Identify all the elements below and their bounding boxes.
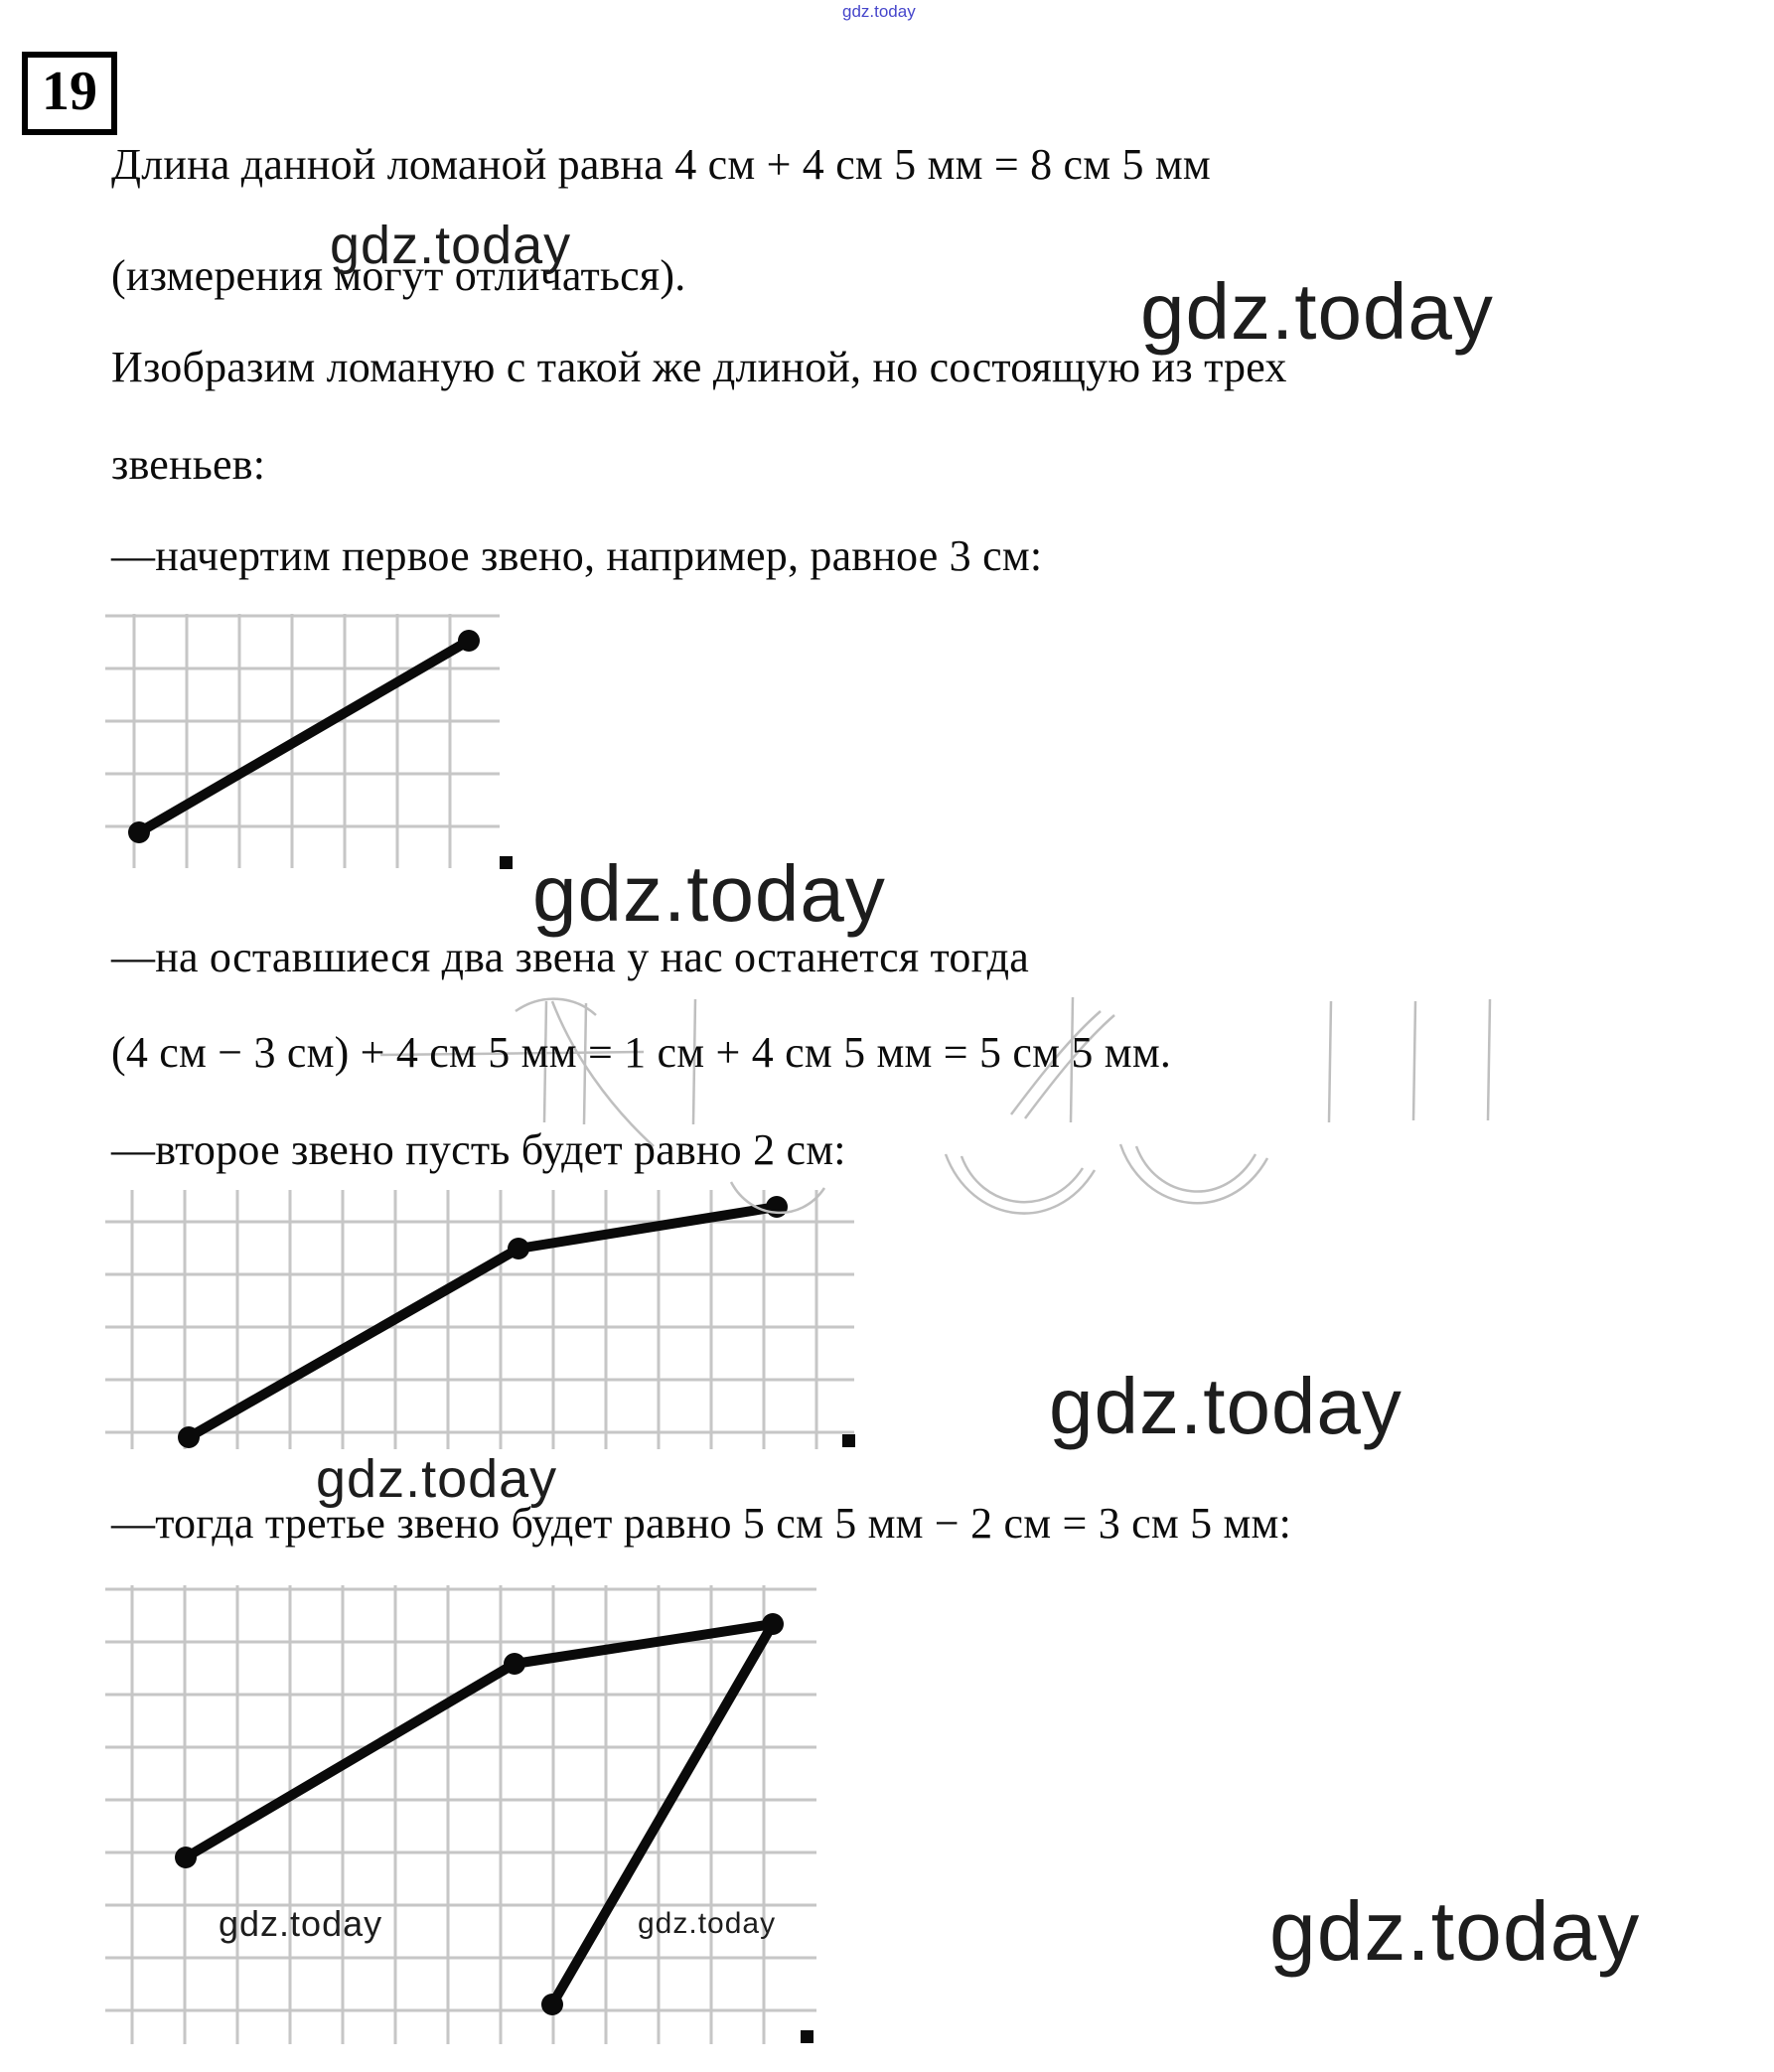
scribble-mark [691,998,697,1125]
problem-number: 19 [42,61,97,122]
problem-number-box: 19 [22,52,117,135]
scribble-mark [1010,1010,1102,1115]
scribble-mark [379,1050,645,1057]
solution-line-4: звеньев: [111,440,266,489]
period-dot [842,1434,855,1447]
solution-line-6: —на оставшиеся два звена у нас останется… [111,933,1029,981]
scribble-mark [515,997,597,1016]
solution-line-5: —начертим первое звено, например, равное… [111,531,1043,580]
scribble-mark [1486,998,1492,1121]
scribble-mark [542,1000,548,1123]
watermark-right-middle: gdz.today [1049,1362,1403,1450]
watermark-middle: gdz.today [532,849,886,938]
watermark-bottom-right: gdz.today [1269,1884,1641,1978]
vertex-dot [541,1994,563,2015]
period-dot [500,856,513,869]
vertex-dot [504,1653,525,1675]
scribble-mark [1134,1145,1257,1193]
vertex-dot [458,630,480,652]
solution-line-9: —тогда третье звено будет равно 5 см 5 м… [111,1499,1291,1548]
vertex-dot [178,1426,200,1448]
scribble-mark [1327,1000,1333,1123]
scribble-mark [1411,1000,1417,1121]
vertex-dot [128,821,150,843]
vertex-dot [508,1238,529,1259]
scribble-mark [1118,1143,1269,1205]
polyline-first-link-3cm [134,636,474,837]
vertex-dot [766,1196,788,1218]
scribble-mark [729,1181,826,1214]
solution-line-7: (4 см − 3 см) + 4 см 5 мм = 1 см + 4 см … [111,1028,1172,1077]
scribble-mark [582,1002,588,1125]
watermark-upper-right: gdz.today [1140,267,1494,356]
polyline-two-links-3cm-2cm [184,1202,782,1442]
solution-line-8: —второе звено пусть будет равно 2 см: [111,1125,846,1174]
scribble-mark [944,1153,1097,1215]
watermark-figure-3-left: gdz.today [219,1903,383,1944]
solution-line-3: Изобразим ломаную с такой же длиной, но … [111,343,1287,391]
solution-line-2: (измерения могут отличаться). [111,251,686,300]
watermark-top-tiny: gdz.today [842,2,916,21]
polyline-three-links-3cm-2cm-3cm5mm [181,1619,778,2009]
vertex-dot [762,1613,784,1635]
scribble-mark [550,1000,655,1147]
watermark-below-figure-2: gdz.today [316,1449,558,1509]
watermark-upper-left: gdz.today [330,216,572,275]
vertex-dot [175,1847,197,1868]
watermark-figure-3-right: gdz.today [638,1907,777,1940]
solution-line-1: Длина данной ломаной равна 4 см + 4 см 5… [111,140,1211,189]
scribble-mark [1024,1014,1115,1119]
scribble-mark [960,1155,1085,1204]
period-dot [801,2030,813,2043]
